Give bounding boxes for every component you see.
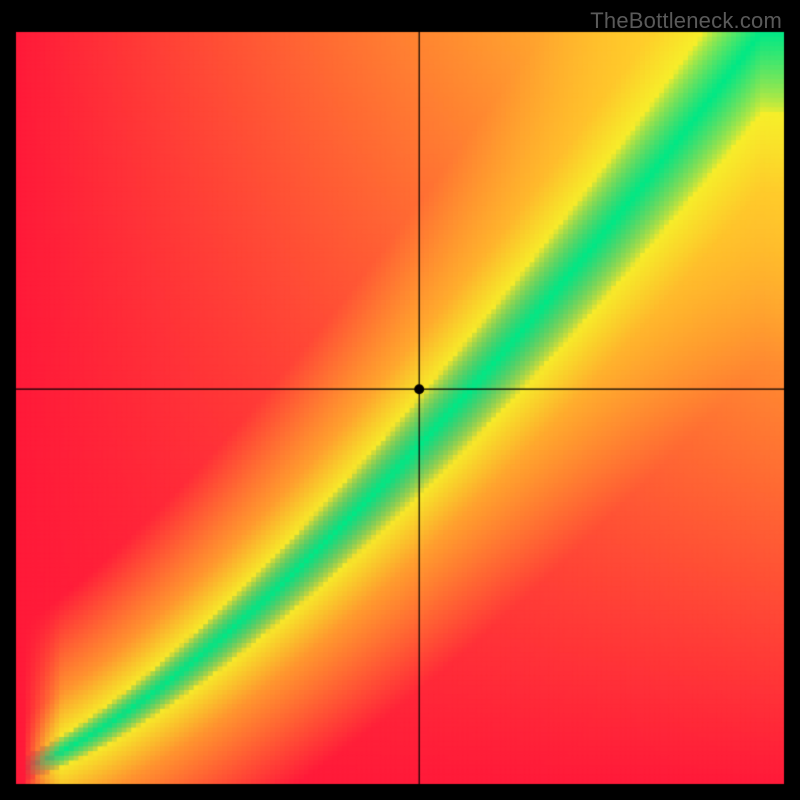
chart-container: TheBottleneck.com — [0, 0, 800, 800]
watermark-text: TheBottleneck.com — [590, 8, 782, 34]
heatmap-canvas — [0, 0, 800, 800]
